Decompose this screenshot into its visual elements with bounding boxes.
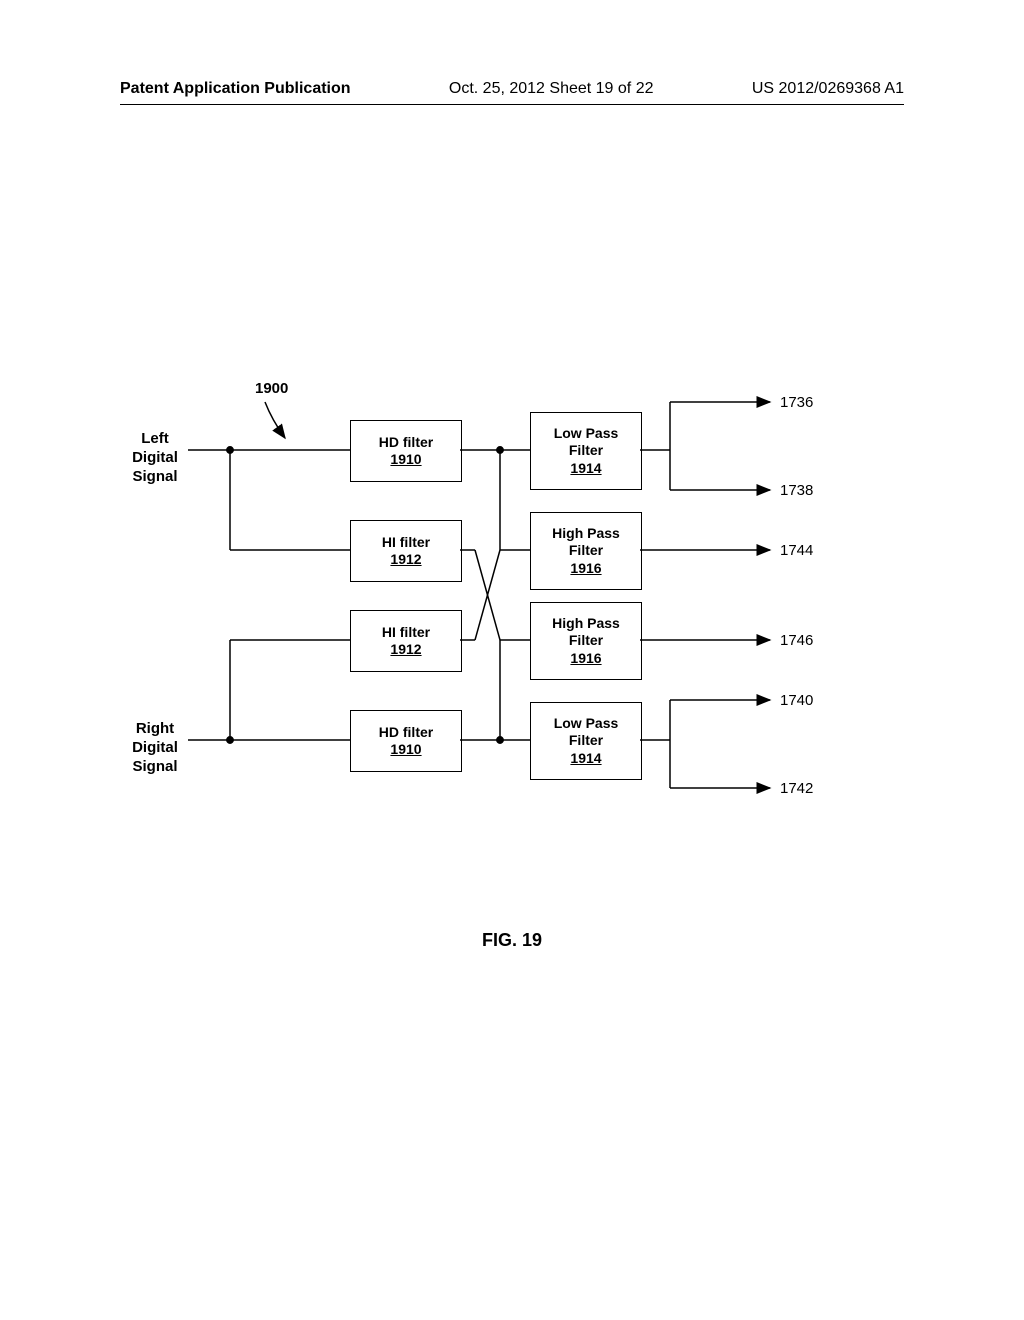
block-diagram: 1900 LeftDigitalSignal RightDigitalSigna…	[130, 390, 890, 860]
header-mid: Oct. 25, 2012 Sheet 19 of 22	[449, 80, 654, 98]
header-right: US 2012/0269368 A1	[752, 80, 904, 98]
header-rule	[120, 104, 904, 105]
header-left: Patent Application Publication	[120, 80, 351, 98]
figure-caption: FIG. 19	[0, 930, 1024, 951]
wires	[130, 390, 890, 860]
